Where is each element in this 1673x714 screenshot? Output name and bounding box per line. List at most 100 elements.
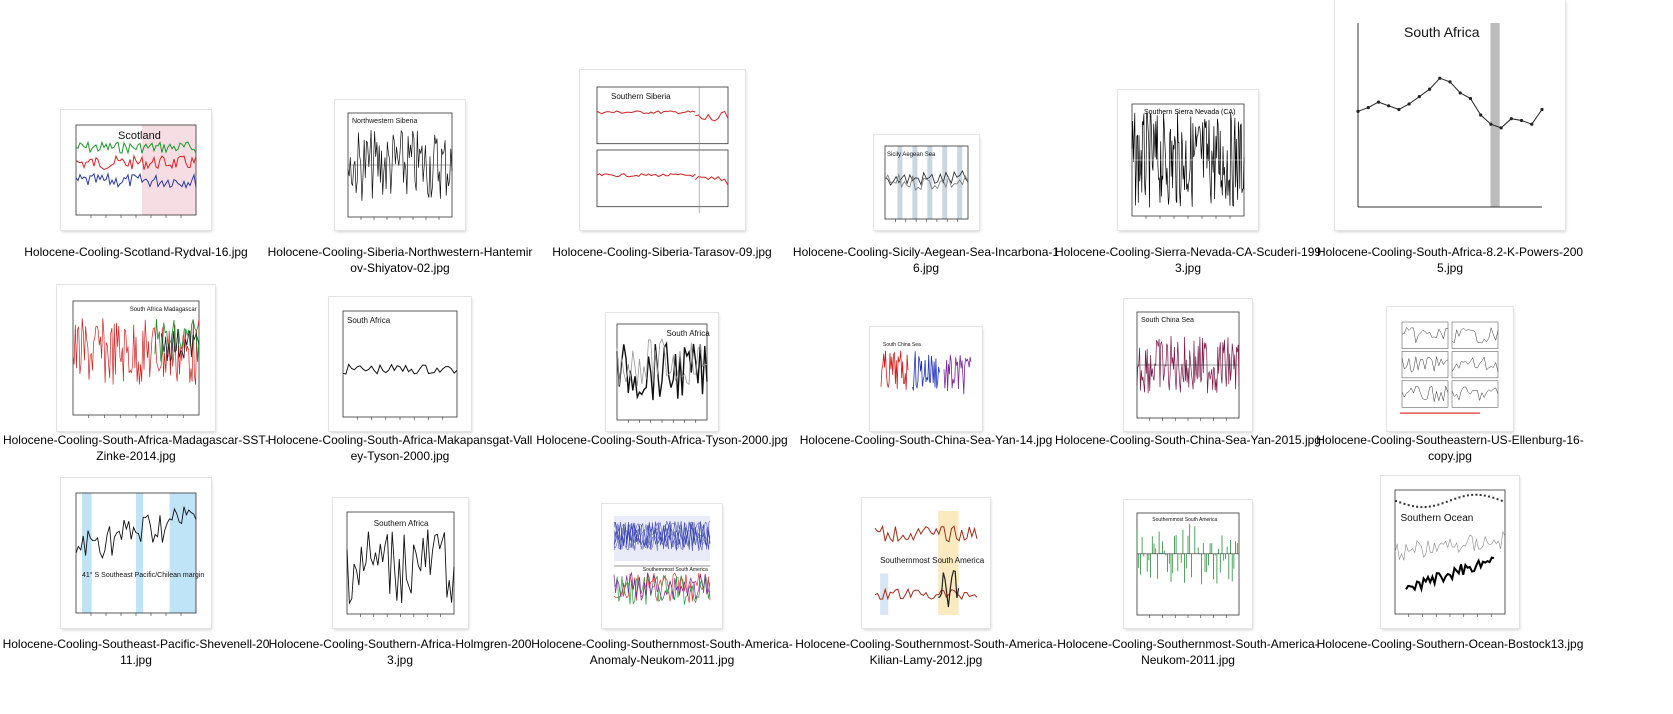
file-tile[interactable]: Holocene-Cooling-Southeastern-US-Ellenbu… bbox=[1314, 0, 1586, 714]
chart-thumbnail-image: Southernmost South America bbox=[874, 511, 985, 615]
file-thumbnail[interactable]: Southern Ocean bbox=[1381, 476, 1519, 628]
file-thumbnail[interactable] bbox=[1387, 307, 1513, 431]
file-tile[interactable]: 41° S Southeast Pacific/Chilean margin Ho… bbox=[0, 0, 272, 714]
file-thumbnail[interactable]: South Africa bbox=[329, 297, 471, 431]
thumbnail-frame: Southernmost South America bbox=[1052, 500, 1324, 628]
chart-thumbnail-image: Southern Ocean bbox=[1394, 489, 1506, 617]
file-name-label[interactable]: Holocene-Cooling-South-Africa-Madagascar… bbox=[2, 433, 270, 463]
file-thumbnail[interactable]: South China Sea bbox=[870, 327, 982, 431]
chart-thumbnail-image: Sicily Aegean Sea bbox=[884, 145, 968, 222]
file-tile[interactable]: South China Sea Holocene-Cooling-South-Ch… bbox=[790, 0, 1062, 714]
thumbnail-frame: South China Sea bbox=[790, 327, 1062, 431]
chart-thumbnail-image: Southernmost South America bbox=[1136, 512, 1240, 618]
chart-thumbnail-image: South Africa bbox=[1356, 23, 1544, 208]
file-tile[interactable]: South China Sea Holocene-Cooling-South-Ch… bbox=[1052, 0, 1324, 714]
file-tile[interactable]: Southernmost South America Holocene-Cooli… bbox=[790, 0, 1062, 714]
file-thumbnail[interactable]: Southernmost South America bbox=[862, 498, 990, 628]
file-tile[interactable]: Scotland Holocene-Cooling-Scotland-Rydval… bbox=[0, 0, 272, 714]
svg-text:South China Sea: South China Sea bbox=[883, 342, 921, 348]
file-name-label[interactable]: Holocene-Cooling-Southernmost-South-Amer… bbox=[795, 637, 1057, 667]
file-tile[interactable]: South Africa Holocene-Cooling-South-Afric… bbox=[1314, 0, 1586, 714]
svg-text:South Africa: South Africa bbox=[667, 329, 711, 338]
thumbnail-frame: Northwestern Siberia bbox=[264, 100, 536, 230]
svg-text:South Africa: South Africa bbox=[347, 316, 391, 325]
svg-text:Sicily Aegean Sea: Sicily Aegean Sea bbox=[887, 152, 936, 158]
thumbnail-frame: South Africa Madagascar bbox=[0, 285, 272, 431]
file-tile[interactable]: Southernmost South America Holocene-Cooli… bbox=[526, 0, 798, 714]
thumbnail-frame: Southernmost South America bbox=[526, 504, 798, 628]
file-thumbnail[interactable]: Sicily Aegean Sea bbox=[873, 135, 979, 230]
svg-text:South China Sea: South China Sea bbox=[1141, 317, 1194, 324]
file-name-label[interactable]: Holocene-Cooling-Siberia-Northwestern-Ha… bbox=[267, 245, 533, 275]
file-tile[interactable]: Southern Siberia Holocene-Cooling-Siberia… bbox=[526, 0, 798, 714]
chart-thumbnail-image: 41° S Southeast Pacific/Chilean margin bbox=[75, 492, 204, 616]
thumbnail-frame: 41° S Southeast Pacific/Chilean margin bbox=[0, 478, 272, 628]
thumbnail-frame: South China Sea bbox=[1052, 299, 1324, 431]
svg-text:Southern Ocean: Southern Ocean bbox=[1401, 513, 1474, 524]
svg-text:Southern Africa: Southern Africa bbox=[373, 519, 428, 528]
file-name-label[interactable]: Holocene-Cooling-Sicily-Aegean-Sea-Incar… bbox=[792, 245, 1060, 275]
file-name-label[interactable]: Holocene-Cooling-South-China-Sea-Yan-14.… bbox=[799, 433, 1053, 447]
thumbnail-frame: Sicily Aegean Sea bbox=[790, 135, 1062, 230]
file-tile[interactable]: South Africa Madagascar Holocene-Cooling-… bbox=[0, 0, 272, 714]
chart-thumbnail-image: Southern Africa bbox=[346, 511, 454, 617]
file-name-label[interactable]: Holocene-Cooling-South-Africa-Tyson-2000… bbox=[536, 433, 788, 447]
file-tile[interactable]: Southern Sierra Nevada (CA) Holocene-Cool… bbox=[1052, 0, 1324, 714]
svg-text:Southern Siberia: Southern Siberia bbox=[611, 92, 671, 101]
svg-text:Southern Sierra Nevada (CA): Southern Sierra Nevada (CA) bbox=[1144, 109, 1235, 116]
file-thumbnail[interactable]: Scotland bbox=[61, 110, 211, 230]
file-name-label[interactable]: Holocene-Cooling-Southernmost-South-Amer… bbox=[1057, 637, 1319, 667]
svg-text:Northwestern Siberia: Northwestern Siberia bbox=[352, 118, 417, 125]
file-tile[interactable]: Southern Africa Holocene-Cooling-Southern… bbox=[264, 0, 536, 714]
chart-thumbnail-image: Southern Siberia bbox=[596, 86, 728, 213]
chart-thumbnail-image: South Africa bbox=[616, 323, 711, 423]
thumbnail-frame: Southern Sierra Nevada (CA) bbox=[1052, 90, 1324, 230]
file-name-label[interactable]: Holocene-Cooling-South-China-Sea-Yan-201… bbox=[1055, 433, 1321, 447]
file-thumbnail[interactable]: Southernmost South America bbox=[602, 504, 722, 628]
file-name-label[interactable]: Holocene-Cooling-Southeastern-US-Ellenbu… bbox=[1316, 433, 1584, 463]
chart-thumbnail-image: South China Sea bbox=[880, 342, 972, 395]
file-name-label[interactable]: Holocene-Cooling-South-Africa-8.2-K-Powe… bbox=[1316, 245, 1584, 275]
file-tile[interactable]: Southernmost South America Holocene-Cooli… bbox=[1052, 0, 1324, 714]
file-name-label[interactable]: Holocene-Cooling-Sierra-Nevada-CA-Scuder… bbox=[1054, 245, 1322, 275]
svg-text:41° S Southeast Pacific/Chilea: 41° S Southeast Pacific/Chilean margin bbox=[82, 571, 204, 579]
file-tile[interactable]: Sicily Aegean Sea Holocene-Cooling-Sicily… bbox=[790, 0, 1062, 714]
file-name-label[interactable]: Holocene-Cooling-Southeast-Pacific-Sheve… bbox=[2, 637, 270, 667]
file-thumbnail[interactable]: 41° S Southeast Pacific/Chilean margin bbox=[61, 478, 211, 628]
svg-text:Southernmost South America: Southernmost South America bbox=[643, 567, 708, 573]
thumbnail-frame: South Africa bbox=[1314, 0, 1586, 230]
file-name-label[interactable]: Holocene-Cooling-Southernmost-South-Amer… bbox=[531, 637, 793, 667]
chart-thumbnail-image: Northwestern Siberia bbox=[347, 112, 453, 220]
file-thumbnail[interactable]: South Africa Madagascar bbox=[57, 285, 215, 431]
file-name-label[interactable]: Holocene-Cooling-South-Africa-Makapansga… bbox=[267, 433, 533, 463]
file-name-label[interactable]: Holocene-Cooling-Siberia-Tarasov-09.jpg bbox=[552, 245, 772, 259]
file-thumbnail[interactable]: Southern Sierra Nevada (CA) bbox=[1118, 90, 1258, 230]
chart-thumbnail-image: Southernmost South America bbox=[613, 516, 711, 606]
svg-text:Scotland: Scotland bbox=[118, 130, 161, 142]
file-name-label[interactable]: Holocene-Cooling-Southern-Africa-Holmgre… bbox=[268, 637, 532, 667]
file-thumbnail[interactable]: Northwestern Siberia bbox=[335, 100, 465, 230]
file-thumbnail[interactable]: Southernmost South America bbox=[1124, 500, 1252, 628]
thumbnail-frame: Southern Ocean bbox=[1314, 476, 1586, 628]
file-thumbnail[interactable]: Southern Africa bbox=[332, 498, 468, 628]
svg-text:Southernmost South America: Southernmost South America bbox=[880, 556, 985, 565]
svg-text:South Africa Madagascar: South Africa Madagascar bbox=[130, 307, 197, 313]
chart-thumbnail-image: South China Sea bbox=[1136, 311, 1240, 421]
svg-text:South Africa: South Africa bbox=[1404, 24, 1480, 40]
file-name-label[interactable]: Holocene-Cooling-Scotland-Rydval-16.jpg bbox=[24, 245, 248, 259]
chart-thumbnail-image: South Africa bbox=[342, 310, 458, 420]
file-name-label[interactable]: Holocene-Cooling-Southern-Ocean-Bostock1… bbox=[1316, 637, 1584, 651]
thumbnail-frame bbox=[1314, 307, 1586, 431]
file-tile[interactable]: Southern Ocean Holocene-Cooling-Southern-… bbox=[1314, 0, 1586, 714]
file-tile[interactable]: Northwestern Siberia Holocene-Cooling-Sib… bbox=[264, 0, 536, 714]
file-thumbnail[interactable]: Southern Siberia bbox=[579, 70, 745, 230]
chart-thumbnail-image: Scotland bbox=[75, 124, 197, 218]
file-thumbnail[interactable]: South Africa bbox=[606, 313, 718, 431]
svg-text:Southernmost South America: Southernmost South America bbox=[1152, 517, 1217, 523]
file-thumbnail[interactable]: South China Sea bbox=[1124, 299, 1252, 431]
thumbnail-frame: South Africa bbox=[264, 297, 536, 431]
file-thumbnail[interactable]: South Africa bbox=[1335, 0, 1565, 230]
chart-thumbnail-image bbox=[1400, 321, 1499, 414]
file-tile[interactable]: South Africa Holocene-Cooling-South-Afric… bbox=[264, 0, 536, 714]
file-tile[interactable]: South Africa Holocene-Cooling-South-Afric… bbox=[526, 0, 798, 714]
